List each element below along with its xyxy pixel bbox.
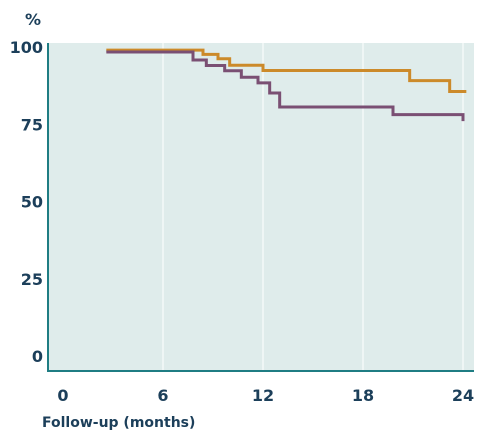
grid: [162, 43, 464, 371]
y-tick-label-0: 0: [32, 347, 43, 366]
y-tick-label-50: 50: [21, 193, 43, 212]
x-tick-label-0: 0: [57, 386, 68, 405]
x-tick-label-12: 12: [252, 386, 274, 405]
plot-background: [48, 43, 474, 371]
x-axis-title: Follow-up (months): [42, 415, 195, 431]
x-tick-label-18: 18: [352, 386, 374, 405]
y-axis-unit: %: [25, 10, 41, 29]
y-tick-label-100: 100: [10, 38, 43, 57]
y-tick-label-75: 75: [21, 115, 43, 134]
x-tick-label-24: 24: [452, 386, 474, 405]
series-line-1: [106, 48, 467, 93]
y-tick-label-25: 25: [21, 270, 43, 289]
series-group: [106, 48, 467, 122]
series-line-2: [106, 50, 465, 122]
x-tick-labels: 0 6 12 18 24: [57, 386, 474, 405]
y-tick-labels: 0 25 50 75 100: [10, 38, 43, 366]
x-tick-label-6: 6: [157, 386, 168, 405]
